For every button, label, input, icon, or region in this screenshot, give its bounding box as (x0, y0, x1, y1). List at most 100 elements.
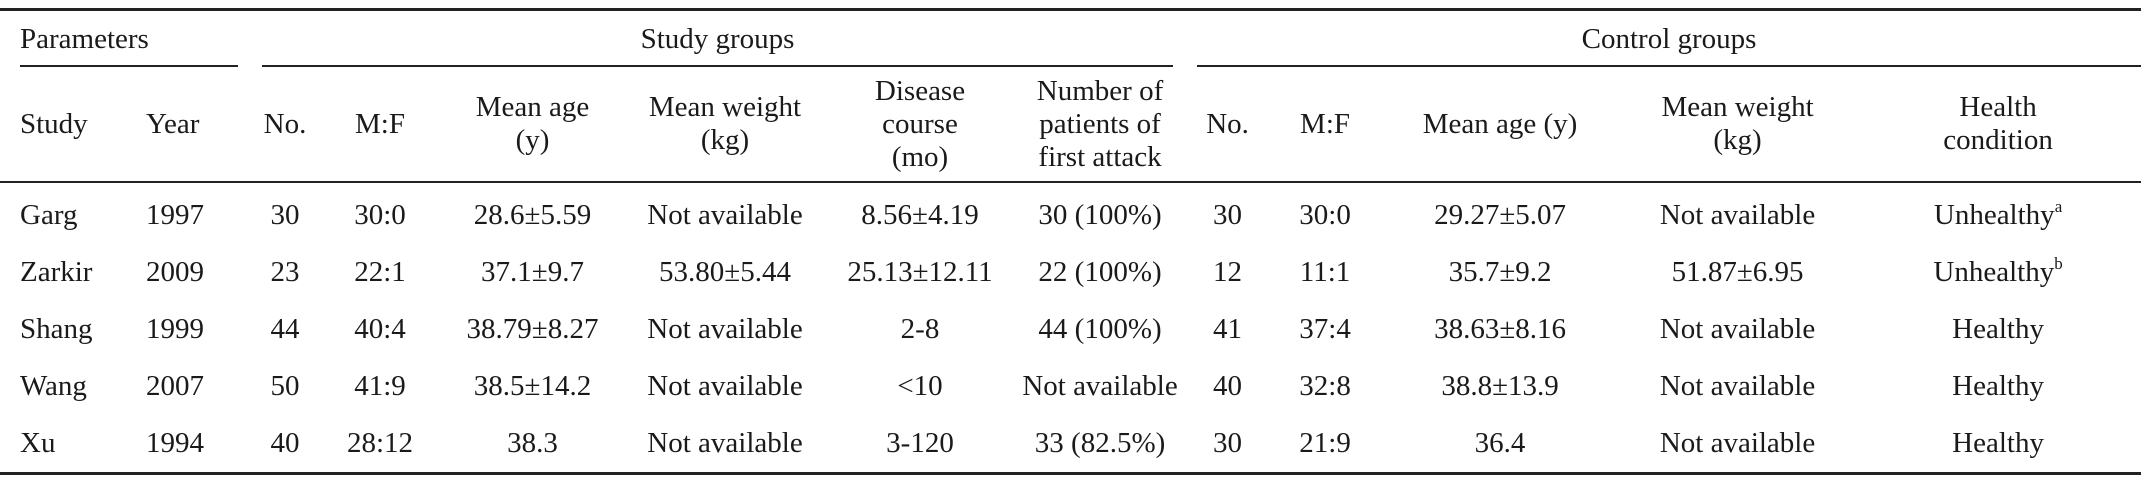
cell-sg-no: 40 (250, 415, 320, 475)
cell-cg-health: Unhealthyb (1855, 244, 2141, 301)
cell-study: Zarkir (0, 244, 126, 301)
cell-sg-course: 2-8 (825, 301, 1015, 358)
cell-cg-age: 29.27±5.07 (1380, 182, 1620, 244)
cell-cg-health: Unhealthya (1855, 182, 2141, 244)
cell-cg-mf-text: 32:8 (1299, 370, 1351, 402)
cell-sg-weight: 53.80±5.44 (625, 244, 825, 301)
cell-cg-health-text: Healthy (1952, 370, 2044, 402)
col-sg-weight-line1: Mean weight (648, 91, 802, 123)
cell-sg-first: Not available (1015, 358, 1185, 415)
cell-cg-age: 35.7±9.2 (1380, 244, 1620, 301)
col-sg-first-line3: first attack (1038, 140, 1162, 173)
cell-cg-health-text: Healthy (1952, 313, 2044, 345)
cell-cg-age: 36.4 (1380, 415, 1621, 475)
cell-cg-weight: 51.87±6.95 (1620, 244, 1855, 301)
cell-sg-weight-text: 53.80±5.44 (659, 256, 791, 288)
parameters-label: Parameters (20, 11, 238, 67)
cell-sg-mf: 28:12 (320, 415, 440, 475)
col-sg-course-line2: course (882, 107, 958, 140)
cell-study: Wang (0, 358, 126, 415)
footnote-marker: b (2054, 254, 2063, 273)
cell-sg-age: 37.1±9.7 (440, 244, 625, 301)
cell-cg-mf-text: 30:0 (1299, 199, 1351, 231)
cell-sg-age-text: 28.6±5.59 (473, 199, 592, 231)
parameters-header: Parameters (0, 8, 250, 67)
cell-sg-no: 23 (250, 244, 320, 301)
column-header-row: Study Year No. M:F Mean age (y) Mean wei… (0, 67, 2141, 183)
cell-cg-health-text: Unhealthy (1933, 256, 2055, 288)
cell-sg-first-text: 22 (100%) (1038, 256, 1162, 288)
cell-cg-mf: 32:8 (1270, 358, 1380, 415)
cell-year-text: 1997 (146, 199, 204, 231)
col-cg-weight: Mean weight (kg) (1620, 67, 1856, 183)
col-study: Study (0, 67, 126, 183)
cell-sg-age: 28.6±5.59 (440, 182, 625, 244)
cell-sg-course: <10 (825, 358, 1015, 415)
group-header-row: Parameters Study groups Control groups (0, 8, 2141, 67)
cell-sg-no: 44 (250, 301, 320, 358)
cell-cg-mf-text: 21:9 (1299, 427, 1351, 459)
cell-year-text: 2007 (146, 370, 204, 402)
cell-year: 1997 (126, 182, 250, 244)
cell-sg-weight: Not available (625, 301, 825, 358)
cell-sg-weight-text: Not available (647, 427, 803, 459)
cell-study: Garg (0, 182, 126, 244)
cell-sg-weight: Not available (625, 358, 825, 415)
cell-study-text: Shang (20, 313, 93, 345)
cell-sg-age-text: 37.1±9.7 (481, 256, 584, 288)
cell-sg-mf: 41:9 (320, 358, 440, 415)
cell-cg-age-text: 38.63±8.16 (1434, 313, 1566, 345)
cell-sg-course-text: <10 (897, 370, 943, 402)
cell-cg-weight: Not available (1620, 182, 1855, 244)
cell-sg-age: 38.3 (440, 415, 625, 475)
cell-cg-no-text: 30 (1213, 199, 1243, 231)
col-cg-health-line2: condition (1943, 124, 2053, 156)
cell-sg-no-text: 30 (270, 199, 300, 231)
cell-sg-no: 30 (250, 182, 320, 244)
cell-cg-mf: 37:4 (1270, 301, 1380, 358)
cell-sg-first: 30 (100%) (1015, 182, 1185, 244)
cell-sg-weight-text: Not available (647, 313, 803, 345)
col-sg-first-line2: patients of (1039, 107, 1161, 140)
cell-year: 1999 (126, 301, 250, 358)
cell-cg-health: Healthy (1855, 358, 2141, 415)
cell-sg-mf: 30:0 (320, 182, 440, 244)
col-sg-age-line1: Mean age (475, 91, 590, 123)
cell-sg-course: 3-120 (825, 415, 1015, 475)
cell-study-text: Garg (20, 199, 78, 231)
cell-cg-age-text: 29.27±5.07 (1434, 199, 1566, 231)
cell-sg-weight: Not available (625, 415, 825, 475)
cell-study: Xu (0, 415, 126, 475)
cell-sg-first: 22 (100%) (1015, 244, 1185, 301)
cell-sg-weight-text: Not available (647, 199, 803, 231)
col-sg-course-line3: (mo) (891, 140, 949, 173)
cell-sg-mf-text: 22:1 (354, 256, 406, 288)
cell-sg-no: 50 (250, 358, 320, 415)
control-groups-header: Control groups (1185, 8, 2141, 67)
cell-sg-no-text: 23 (270, 256, 300, 288)
table-body: Garg 1997 30 30:0 28.6±5.59 Not available 8.56… (0, 182, 2141, 475)
cell-cg-health: Healthy (1855, 415, 2141, 475)
col-sg-first-line1: Number of (1036, 74, 1164, 107)
table-row: Shang 1999 44 40:4 38.79±8.27 Not available 2-… (0, 301, 2141, 358)
cell-sg-course: 25.13±12.11 (825, 244, 1015, 301)
cell-sg-first-text: Not available (1022, 370, 1178, 402)
study-groups-label: Study groups (262, 11, 1174, 67)
cell-sg-first: 33 (82.5%) (1015, 415, 1186, 475)
cell-study-text: Wang (20, 370, 87, 402)
cell-sg-age-text: 38.5±14.2 (473, 370, 592, 402)
cell-cg-no-text: 41 (1213, 313, 1243, 345)
cell-sg-mf-text: 40:4 (354, 313, 406, 345)
cell-cg-mf: 30:0 (1270, 182, 1380, 244)
col-cg-weight-line2: (kg) (1713, 124, 1762, 156)
cell-sg-age: 38.79±8.27 (440, 301, 625, 358)
cell-sg-weight-text: Not available (647, 370, 803, 402)
col-sg-age: Mean age (y) (440, 67, 625, 183)
table-row: Wang 2007 50 41:9 38.5±14.2 Not available <10 N… (0, 358, 2141, 415)
cell-cg-weight: Not available (1620, 358, 1855, 415)
cell-sg-no-text: 44 (270, 313, 300, 345)
col-sg-no: No. (250, 67, 320, 183)
cell-cg-no: 40 (1185, 358, 1270, 415)
cell-cg-mf: 21:9 (1270, 415, 1381, 475)
